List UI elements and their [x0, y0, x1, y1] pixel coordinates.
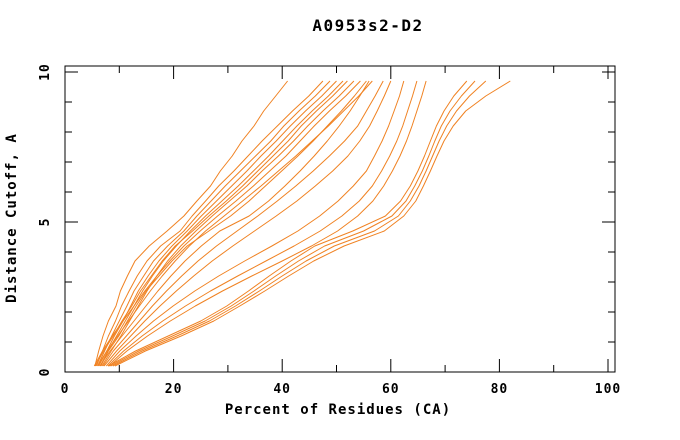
model-06-curve	[94, 80, 348, 367]
model-14-curve	[105, 80, 405, 367]
model-02-curve	[96, 80, 324, 367]
model-15-curve	[107, 80, 418, 367]
model-17-curve	[108, 80, 468, 367]
y-tick-label: 0	[38, 368, 53, 377]
x-tick-label: 60	[382, 382, 400, 397]
model-10-curve	[99, 80, 370, 367]
x-tick-label: 20	[165, 382, 183, 397]
model-05-curve	[99, 80, 344, 367]
y-tick-label: 5	[38, 218, 53, 227]
model-08-curve	[93, 80, 361, 367]
model-12-curve	[102, 80, 384, 367]
x-axis-label: Percent of Residues (CA)	[225, 402, 451, 418]
model-09-curve	[97, 80, 373, 367]
model-20-curve	[114, 80, 511, 367]
x-tick-label: 0	[61, 382, 70, 397]
y-axis-label: Distance Cutoff, A	[4, 133, 20, 303]
model-16-curve	[109, 80, 427, 367]
axis-tick-labels: 0 20 40 60 80 100 0 5 10	[38, 63, 621, 397]
model-03-curve	[97, 80, 331, 367]
chart-title: A0953s2-D2	[312, 16, 423, 35]
x-tick-label: 80	[491, 382, 509, 397]
x-tick-label: 40	[273, 382, 291, 397]
plot-frame	[64, 65, 616, 373]
model-13-curve	[103, 80, 392, 367]
x-tick-label: 100	[595, 382, 621, 397]
y-tick-label: 10	[38, 63, 53, 81]
model-18-curve	[110, 80, 476, 367]
model-11-curve	[100, 80, 367, 367]
plot-border	[64, 65, 616, 373]
model-curves	[93, 80, 511, 367]
axis-ticks	[64, 66, 615, 373]
model-07-curve	[101, 80, 355, 367]
model-01-curve	[94, 80, 288, 367]
model-04-curve	[98, 80, 337, 367]
model-19-curve	[112, 80, 487, 367]
